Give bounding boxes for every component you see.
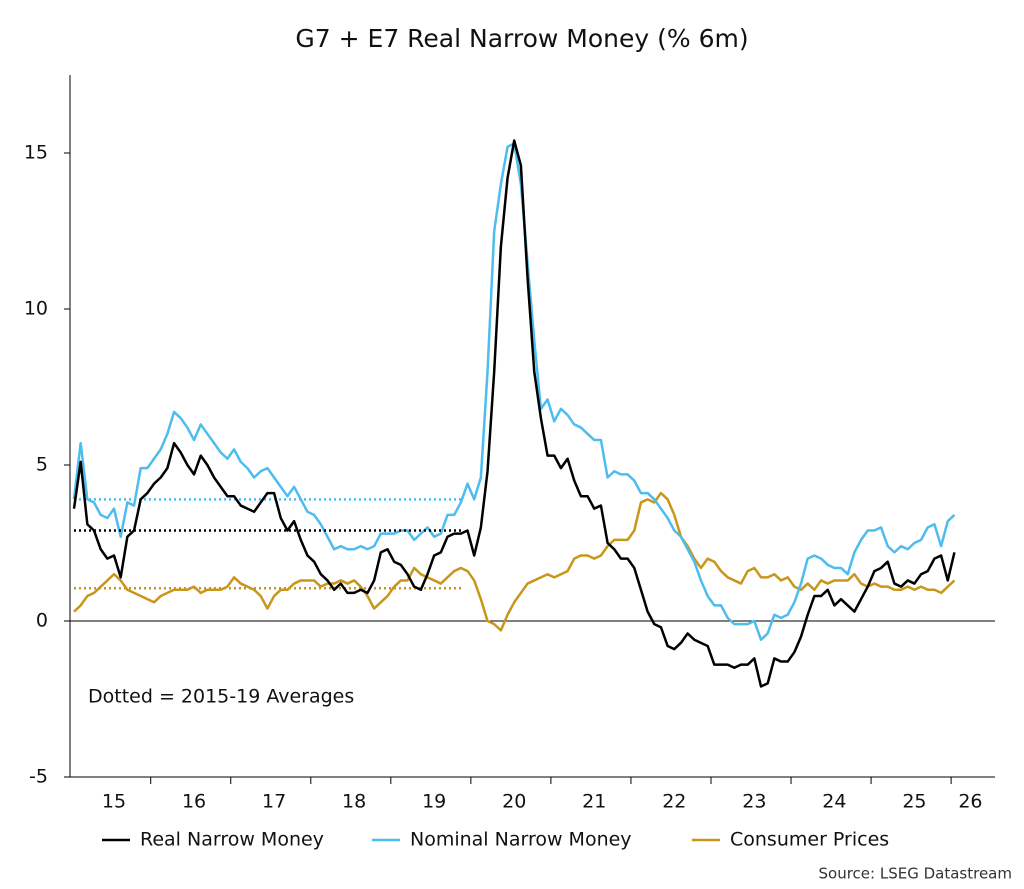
x-tick-label: 15 xyxy=(102,791,126,813)
source: Source: LSEG Datastream xyxy=(819,865,1012,883)
y-tick-label: 0 xyxy=(36,610,48,632)
series-line xyxy=(73,491,956,632)
chart-title: G7 + E7 Real Narrow Money (% 6m) xyxy=(295,24,748,53)
x-tick-label: 19 xyxy=(422,791,446,813)
x-tick-label: 26 xyxy=(958,791,982,813)
series-line xyxy=(72,139,956,688)
x-tick-label: 18 xyxy=(342,791,366,813)
legend-label: Real Narrow Money xyxy=(140,829,324,851)
x-tick-label: 24 xyxy=(822,791,846,813)
legend-label: Nominal Narrow Money xyxy=(410,829,632,851)
legend-label: Consumer Prices xyxy=(730,829,889,851)
x-tick-label: 22 xyxy=(662,791,686,813)
x-tick-label: 20 xyxy=(502,791,526,813)
series-line xyxy=(72,142,956,641)
y-tick-label: 15 xyxy=(24,142,48,164)
x-tick-label: 21 xyxy=(582,791,606,813)
x-tick-label: 23 xyxy=(742,791,766,813)
x-tick-label: 16 xyxy=(182,791,206,813)
y-tick-label: 5 xyxy=(36,454,48,476)
x-tick-label: 17 xyxy=(262,791,286,813)
annotation: Dotted = 2015-19 Averages xyxy=(88,686,354,708)
y-tick-label: -5 xyxy=(29,766,48,788)
y-tick-label: 10 xyxy=(24,298,48,320)
x-tick-label: 25 xyxy=(902,791,926,813)
